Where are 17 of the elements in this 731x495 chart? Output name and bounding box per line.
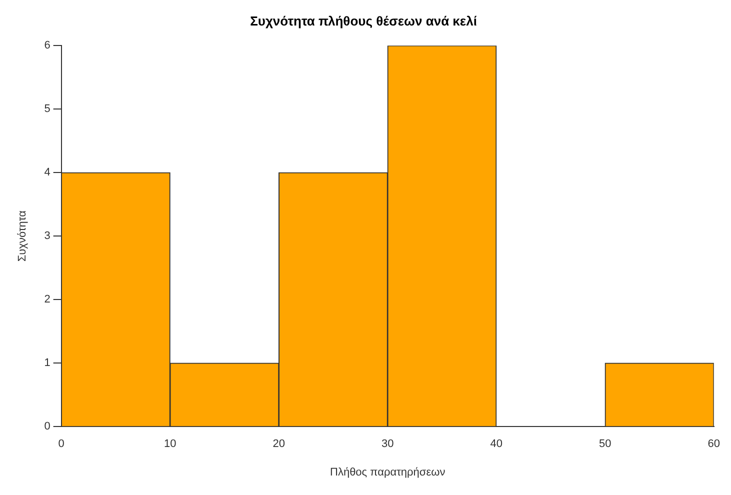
- y-tick-label: 5: [44, 103, 50, 116]
- x-tick-label: 0: [58, 438, 64, 450]
- y-tick-label: 4: [44, 166, 50, 179]
- y-tick-label: 1: [44, 357, 50, 370]
- y-tick-label: 6: [44, 40, 50, 52]
- x-tick-label: 40: [490, 438, 502, 450]
- chart-title: Συχνότητα πλήθους θέσεων ανά κελί: [250, 13, 478, 28]
- x-tick-label: 30: [381, 438, 394, 450]
- x-tick-label: 60: [708, 438, 720, 450]
- y-axis-title: Συχνότητα: [16, 210, 29, 262]
- x-tick-label: 50: [598, 438, 612, 450]
- x-tick-label: 10: [164, 438, 176, 450]
- y-tick-label: 0: [44, 420, 50, 433]
- y-tick-label: 3: [44, 230, 50, 242]
- x-axis-title: Πλήθος παρατηρήσεων: [330, 466, 446, 478]
- y-tick-label: 2: [44, 294, 50, 306]
- x-tick-label: 20: [272, 438, 285, 450]
